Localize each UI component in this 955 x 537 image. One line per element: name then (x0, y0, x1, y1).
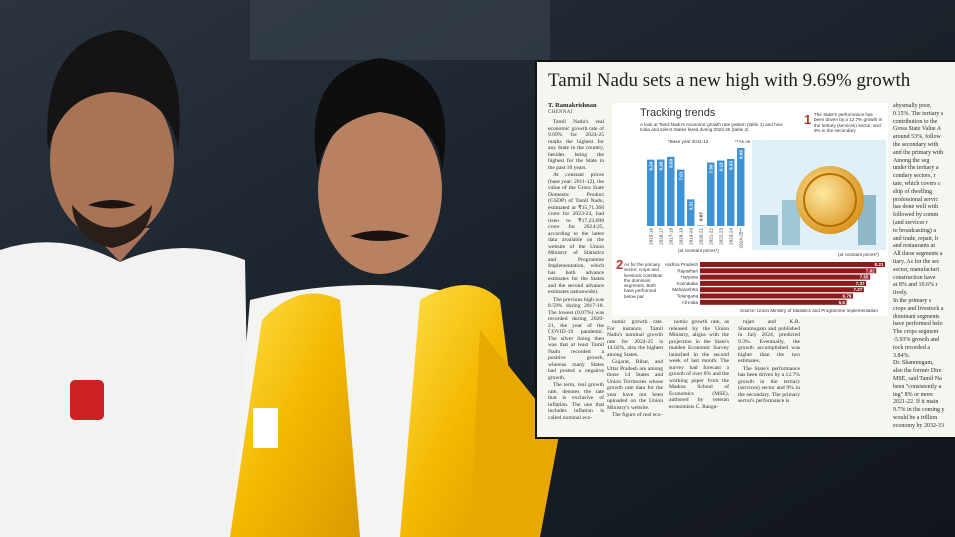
callout-number: 2 (616, 257, 624, 272)
paragraph: The State's performance has been driven … (738, 365, 800, 405)
paragraph: nomic growth rate. For instance, Tamil N… (607, 319, 663, 358)
face (318, 106, 442, 274)
white-shirt (0, 242, 250, 537)
note: **As on March 17, 2025 (735, 139, 784, 144)
face (50, 80, 174, 240)
text-line: dominant segments (893, 313, 940, 320)
text-line: (and services r (893, 220, 928, 226)
paragraph: The previous high was 8.59% during 2017-… (548, 296, 604, 381)
chart-note: (at constant prices*) (838, 252, 879, 257)
shawl-fold (470, 330, 560, 537)
beard (72, 205, 152, 248)
text-line: and trade, repair, h (893, 235, 938, 242)
text-line: tock recorded a (893, 344, 930, 351)
text-line: the secondary with (893, 142, 939, 148)
text-line: 3.84%. (893, 352, 910, 359)
graphic-subtitle: A look at Tamil Nadu's economic growth r… (640, 122, 783, 133)
text-line: has done well with (893, 204, 939, 211)
text-line: ing" 8% or more (893, 391, 933, 398)
mustache (88, 200, 136, 209)
text-line: economy by 2032-33 (893, 422, 944, 429)
text-line: crops and livestock a (893, 305, 944, 312)
text-line: 9.7% in the coming y (893, 407, 945, 414)
text-line: condary sectors, r (893, 173, 936, 180)
text-line: would be a trillion (893, 415, 938, 421)
graphic-title: Tracking trends (640, 107, 716, 119)
paragraph: nomic growth rate, as released by the Un… (669, 319, 729, 410)
callout-number: 1 (804, 112, 812, 127)
source: Source: Union Ministry of Statistics and… (740, 308, 878, 313)
text-line: Among the seg (893, 157, 930, 164)
paragraph: The figure of real eco- (612, 412, 663, 418)
text-line: Dr. Shanmugam, (893, 360, 934, 367)
note: *Base year 2011-12 (668, 139, 709, 144)
text-line: at 8% and 10.6% r (893, 282, 938, 289)
text-line: tate, which covers c (893, 181, 941, 187)
text-line: also the former Dire (893, 368, 942, 375)
text-line: around 53%, follow (893, 134, 941, 141)
text-line: followed by comm (893, 212, 939, 219)
byline: T. Ramakrishnan (548, 102, 597, 109)
badge (70, 380, 104, 420)
text-line: 0.15%. The tertiary s (893, 110, 944, 117)
headline: Tamil Nadu sets a new high with 9.69% gr… (548, 70, 911, 91)
shawl (230, 293, 360, 537)
paragraph: The term, real growth rate, denotes the … (548, 382, 604, 421)
text-line: contribution to the (893, 118, 938, 125)
text-line: under the tertiary a (893, 165, 939, 172)
hair (314, 58, 446, 170)
text-line: have performed belo (893, 321, 943, 328)
text-line: The crops segment (893, 329, 939, 336)
text-line: abysmally poor, (893, 103, 932, 109)
text-line: ship of dwelling (893, 188, 932, 195)
text-line: tiary. As for the sec (893, 259, 940, 265)
paragraph: rajan and K.R. Shanmugam and published i… (738, 319, 800, 364)
text-line: and the primary with (893, 149, 944, 156)
text-line: and restaurants at (893, 243, 935, 250)
text-line: Gross State Value A (893, 126, 942, 133)
text-line: -5.93% growth and (893, 337, 940, 343)
hair (47, 30, 180, 150)
callout-text: As for the primary sector, crops and liv… (624, 262, 663, 299)
text-line: professional servic (893, 196, 939, 203)
text-line: tively. (893, 290, 908, 297)
paragraph: Gujarat, Bihar, and Uttar Pradesh are am… (607, 359, 663, 411)
text-line: All these segments a (893, 251, 943, 258)
article-column: rajan and K.R. Shanmugam and published i… (738, 319, 800, 433)
article-column: nomic growth rate. For instance, Tamil N… (607, 319, 663, 433)
text-line: been "consistently a (893, 383, 942, 390)
article-column: nomic growth rate, as released by the Un… (669, 319, 729, 433)
text-line: construction have (893, 274, 936, 281)
text-line: sector, manufacturi (893, 266, 940, 273)
article-column: Tamil Nadu's real economic growth rate o… (548, 119, 604, 433)
text-line: In the primary s (893, 298, 932, 304)
dateline: CHENNAI (548, 110, 573, 115)
mustache (350, 230, 410, 241)
paragraph: Tamil Nadu's real economic growth rate o… (548, 119, 604, 171)
callout-text: The State's performance has been driven … (814, 112, 883, 133)
tag (253, 408, 278, 448)
chart-note: (at constant prices*) (678, 248, 719, 253)
text-line: to broadcasting) a (893, 227, 936, 234)
text-line: MSE, said Tamil Na (893, 376, 942, 382)
backdrop-light (250, 0, 550, 60)
paragraph: At constant prices (base year: 2011-12),… (548, 172, 604, 295)
text-line: 2021-22. If it main (893, 399, 939, 406)
